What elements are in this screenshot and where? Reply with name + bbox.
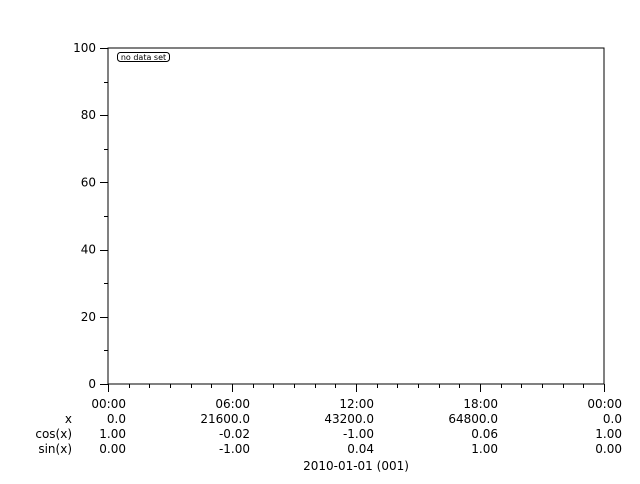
x-tick-label: 0.00 [99,442,126,456]
x-tick-label: -1.00 [343,427,374,441]
x-tick-label: 64800.0 [448,412,498,426]
x-tick-label: 0.04 [347,442,374,456]
y-tick-label: 40 [81,243,96,257]
x-tick-label: 00:00 [91,397,126,411]
x-tick-label: 1.00 [99,427,126,441]
no-data-badge: no data set [117,52,170,62]
x-row-label: cos(x) [35,427,72,441]
x-tick-label: 0.00 [595,442,622,456]
x-tick-label: 0.0 [107,412,126,426]
x-tick-label: -1.00 [219,442,250,456]
x-tick-label: 1.00 [595,427,622,441]
x-tick-label: 21600.0 [200,412,250,426]
x-tick-label: 00:00 [587,397,622,411]
y-tick-label: 100 [73,41,96,55]
no-data-label: no data set [121,53,166,62]
plot-area [107,47,605,385]
y-tick-label: 20 [81,310,96,324]
x-tick-label: 12:00 [339,397,374,411]
y-axis: 0 20 40 60 80 100 [73,41,108,391]
x-axis: 00:00 06:00 12:00 18:00 00:00 x 0.0 21600.0 4320… [35,384,622,456]
x-tick-label: -0.02 [219,427,250,441]
x-row-label: sin(x) [38,442,72,456]
x-row-label: x [65,412,72,426]
x-tick-label: 0.06 [471,427,498,441]
y-tick-label: 0 [88,377,96,391]
x-tick-label: 06:00 [215,397,250,411]
x-tick-label: 0.0 [603,412,622,426]
x-axis-label: 2010-01-01 (001) [303,459,409,473]
y-tick-label: 80 [81,108,96,122]
y-tick-label: 60 [81,175,96,189]
x-tick-label: 18:00 [463,397,498,411]
x-tick-label: 1.00 [471,442,498,456]
x-tick-label: 43200.0 [324,412,374,426]
